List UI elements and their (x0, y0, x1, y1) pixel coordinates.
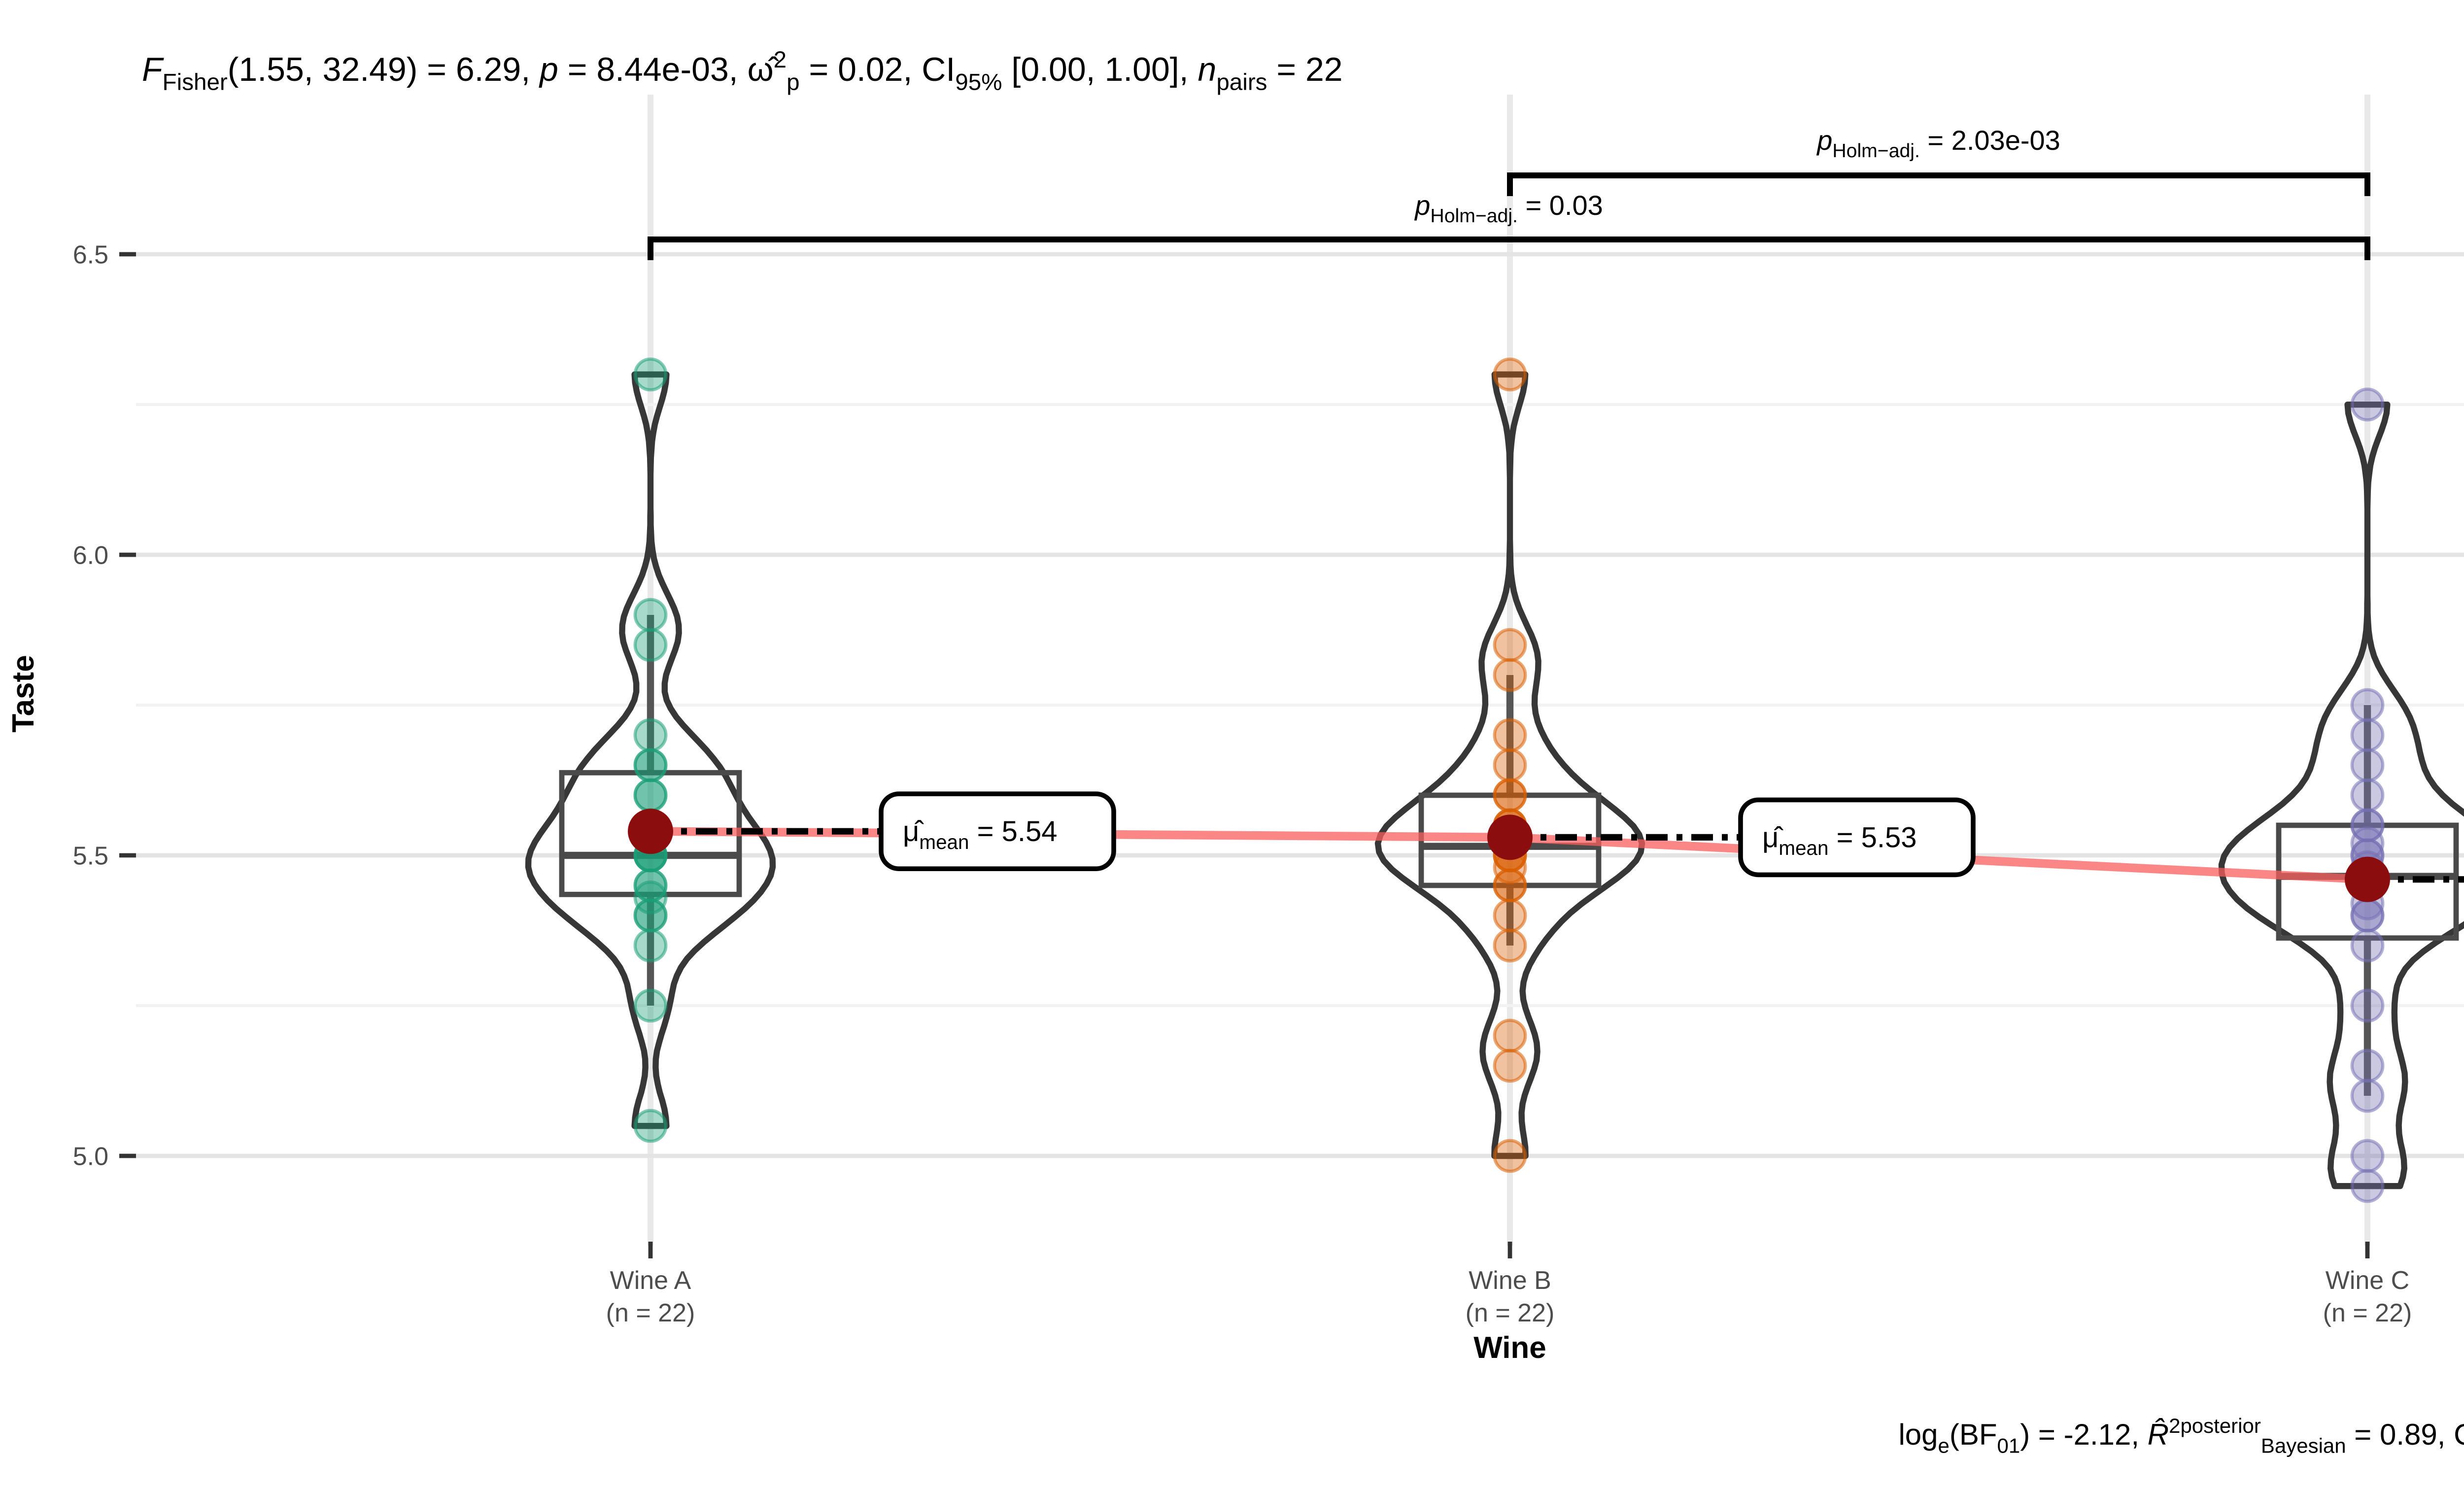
mean-point (2345, 856, 2390, 902)
mean-label-text: μ̂mean = 5.53 (1762, 821, 1916, 859)
data-point (1493, 748, 1527, 782)
mean-label-text: μ̂mean = 5.54 (903, 815, 1057, 853)
mean-point (628, 809, 673, 854)
bracket-line (648, 237, 2370, 260)
x-group-label: Wine A (610, 1266, 691, 1295)
y-tick-label: 6.0 (73, 541, 108, 570)
mean-label-connectors (650, 828, 2464, 883)
data-point (1493, 1048, 1527, 1083)
y-tick-label: 5.0 (73, 1142, 108, 1171)
data-point (633, 880, 668, 914)
data-point (633, 628, 668, 662)
data-point (1493, 658, 1527, 692)
data-point (633, 748, 668, 782)
data-point (2350, 387, 2385, 422)
data-point (1493, 778, 1527, 812)
mean-points (628, 809, 2390, 902)
data-point (2350, 1079, 2385, 1113)
bracket-label: pHolm−adj. = 2.03e-03 (1816, 125, 2060, 162)
data-point (2350, 748, 2385, 782)
x-group-label: Wine C (2326, 1266, 2409, 1295)
x-group-n-label: (n = 22) (1466, 1299, 1555, 1327)
data-point (2350, 1169, 2385, 1203)
x-group-label: Wine B (1469, 1266, 1551, 1295)
pairwise-comparison-brackets: pHolm−adj. = 2.03e-03 pHolm−adj. = 0.03 (648, 125, 2370, 260)
data-point (2350, 718, 2385, 752)
data-point (1493, 868, 1527, 903)
data-point (633, 1109, 668, 1143)
gridlines (136, 95, 2464, 1246)
x-axis-title: Wine (1473, 1331, 1546, 1365)
data-point (633, 598, 668, 632)
data-point (1493, 1139, 1527, 1173)
data-point (2350, 688, 2385, 722)
data-point (633, 718, 668, 752)
data-point (633, 898, 668, 933)
data-point (633, 988, 668, 1023)
bracket-line (1507, 172, 2370, 196)
x-group-n-label: (n = 22) (2323, 1299, 2412, 1327)
data-point (1493, 1018, 1527, 1053)
data-point (2350, 988, 2385, 1023)
bayes-caption: loge(BF01) = -2.12, R̂2posteriorBayesian… (1898, 1414, 2464, 1457)
mean-label-box (879, 791, 1116, 871)
mean-point (1487, 814, 1533, 860)
y-axis-title: Taste (6, 655, 40, 732)
data-point (633, 928, 668, 963)
data-point (633, 778, 668, 812)
data-point (2350, 928, 2385, 963)
data-point (1493, 718, 1527, 752)
box (2276, 822, 2459, 941)
y-tick-label: 5.5 (73, 842, 108, 870)
violin-wine-c (2218, 402, 2464, 1189)
mean-label-box (1738, 797, 1976, 878)
data-point (2350, 778, 2385, 812)
y-tick-label: 6.5 (73, 240, 108, 269)
data-point (633, 357, 668, 392)
data-point (2350, 1139, 2385, 1173)
data-point (1493, 898, 1527, 933)
x-group-n-label: (n = 22) (606, 1299, 695, 1327)
data-point (2350, 898, 2385, 933)
stats-subtitle: FFisher(1.55, 32.49) = 6.29, p = 8.44e-0… (142, 47, 1343, 96)
data-point (1493, 357, 1527, 392)
data-point (1493, 928, 1527, 963)
mean-value-labels: μ̂mean = 5.54μ̂mean = 5.53μ̂mean = 5.46 (879, 791, 1976, 878)
data-point (1493, 628, 1527, 662)
bracket-label: pHolm−adj. = 0.03 (1414, 190, 1603, 227)
axes: 6.5 6.0 5.5 5.0 Wine A (n = 22) Wine B (n = 22)… (73, 240, 2412, 1327)
data-point (2350, 1048, 2385, 1083)
